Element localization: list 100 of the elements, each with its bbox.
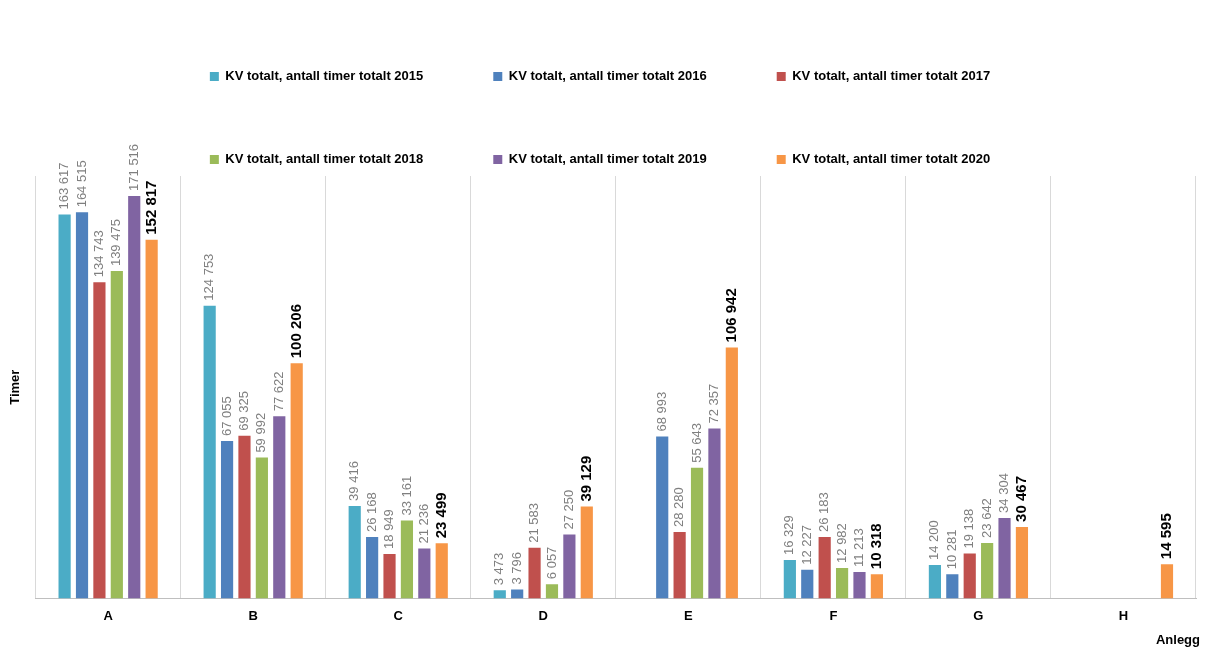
data-label: 106 942 — [721, 288, 739, 343]
bar — [493, 590, 506, 599]
bar — [203, 305, 216, 599]
bar — [511, 589, 524, 599]
bar — [981, 542, 994, 599]
data-label: 12 227 — [798, 524, 814, 565]
bar — [110, 271, 123, 599]
data-label: 68 993 — [653, 391, 669, 432]
data-label: 3 473 — [491, 552, 507, 586]
data-label: 72 357 — [706, 383, 722, 424]
bar — [563, 534, 576, 599]
data-label: 21 236 — [415, 503, 431, 544]
bar — [545, 584, 559, 599]
bar — [818, 536, 831, 599]
data-label: 55 643 — [688, 423, 704, 463]
data-label: 26 168 — [363, 492, 379, 532]
bar — [673, 532, 686, 599]
x-tick-label: F — [829, 607, 838, 623]
bar — [801, 569, 814, 599]
legend-label: KV totalt, antall timer totalt 2015 — [225, 68, 424, 84]
bar — [273, 416, 286, 599]
data-label: 10 281 — [943, 529, 959, 570]
data-label: 26 183 — [816, 492, 832, 532]
bar — [418, 548, 431, 599]
x-axis-title: Anlegg — [1155, 632, 1201, 648]
data-label: 28 280 — [671, 487, 687, 528]
data-label: 23 642 — [978, 498, 994, 538]
bar — [928, 565, 941, 599]
data-label: 6 057 — [543, 546, 559, 580]
y-axis-title: Timer — [7, 369, 23, 405]
data-label: 164 515 — [73, 160, 89, 208]
bar — [708, 428, 721, 599]
data-label: 134 743 — [91, 230, 106, 278]
x-tick-label: C — [393, 607, 404, 623]
bar — [383, 553, 396, 599]
bar — [528, 547, 541, 599]
x-tick-label: H — [1118, 607, 1129, 623]
data-label: 139 475 — [108, 219, 124, 267]
data-label: 21 583 — [526, 502, 542, 543]
bar — [58, 214, 71, 599]
x-tick-label: G — [973, 607, 984, 623]
x-tick-label: A — [103, 607, 114, 623]
bar — [145, 239, 158, 599]
data-label: 3 796 — [508, 551, 524, 585]
data-label: 39 129 — [576, 455, 594, 502]
bar — [835, 567, 849, 599]
bar — [946, 574, 959, 599]
bar — [690, 467, 704, 599]
data-label: 171 516 — [125, 143, 141, 191]
bar — [290, 363, 303, 599]
data-label: 34 304 — [996, 473, 1012, 513]
legend-label: KV totalt, antall timer totalt 2016 — [508, 68, 707, 84]
data-label: 10 318 — [867, 523, 885, 570]
data-label: 77 622 — [270, 371, 286, 412]
data-label: 14 200 — [926, 520, 942, 561]
data-label: 27 250 — [560, 489, 576, 530]
bar — [963, 553, 976, 599]
bar — [998, 517, 1011, 599]
bar — [348, 505, 361, 599]
legend-label: KV totalt, antall timer totalt 2018 — [225, 151, 424, 167]
legend-label: KV totalt, antall timer totalt 2020 — [792, 151, 991, 167]
bar — [725, 347, 738, 599]
bar — [366, 536, 379, 599]
data-label: 12 982 — [833, 523, 849, 563]
data-label: 16 329 — [781, 515, 797, 556]
bar — [238, 435, 251, 599]
x-tick-label: E — [683, 607, 693, 623]
legend-label: KV totalt, antall timer totalt 2017 — [792, 68, 991, 84]
data-label: 23 499 — [431, 492, 449, 539]
bar — [128, 195, 141, 599]
x-tick-label: D — [538, 607, 548, 623]
bar — [435, 543, 448, 599]
bar — [255, 457, 268, 599]
data-label: 152 817 — [141, 180, 159, 235]
data-label: 163 617 — [56, 162, 72, 210]
data-label: 19 138 — [961, 508, 977, 549]
data-label: 30 467 — [1012, 476, 1030, 522]
data-label: 14 595 — [1157, 513, 1175, 560]
bar — [853, 572, 866, 599]
legend-label: KV totalt, antall timer totalt 2019 — [508, 151, 707, 167]
bar — [1160, 564, 1174, 599]
bar — [656, 436, 669, 599]
data-label: 69 325 — [236, 390, 252, 431]
bar — [580, 506, 593, 599]
data-label: 67 055 — [218, 396, 234, 437]
data-label: 100 206 — [286, 304, 304, 359]
bar — [870, 574, 883, 599]
bar — [783, 560, 796, 599]
data-label: 59 992 — [253, 412, 269, 453]
bar — [220, 441, 234, 599]
data-label: 11 213 — [851, 528, 867, 568]
bar — [400, 520, 414, 599]
data-label: 33 161 — [398, 475, 414, 516]
bar — [93, 282, 106, 599]
data-label: 39 416 — [346, 461, 362, 501]
x-tick-label: B — [248, 607, 258, 623]
bar — [1015, 526, 1029, 599]
data-label: 18 949 — [381, 509, 397, 549]
data-label: 124 753 — [201, 253, 217, 301]
bar — [75, 212, 89, 599]
